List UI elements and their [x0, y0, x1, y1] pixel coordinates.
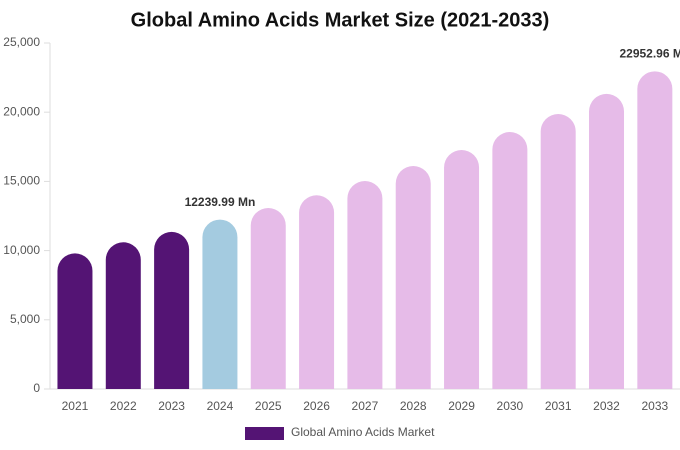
legend-label: Global Amino Acids Market — [291, 425, 435, 439]
chart-title: Global Amino Acids Market Size (2021-203… — [131, 9, 550, 31]
bar — [154, 231, 190, 389]
bar — [250, 207, 286, 389]
x-tick-label: 2027 — [352, 399, 379, 413]
y-tick-label: 5,000 — [10, 312, 40, 326]
x-tick-label: 2028 — [400, 399, 427, 413]
data-label: 12239.99 Mn — [185, 195, 256, 209]
bar — [395, 166, 431, 389]
bar — [202, 219, 238, 389]
y-tick-label: 10,000 — [3, 243, 40, 257]
x-tick-label: 2021 — [62, 399, 89, 413]
legend-swatch — [245, 427, 284, 440]
bar — [637, 71, 673, 390]
x-tick-label: 2032 — [593, 399, 620, 413]
y-tick-label: 25,000 — [3, 35, 40, 49]
bar — [492, 132, 528, 389]
x-tick-label: 2023 — [158, 399, 185, 413]
x-tick-label: 2031 — [545, 399, 572, 413]
y-tick-label: 15,000 — [3, 174, 40, 188]
bar — [57, 253, 93, 389]
bar — [540, 113, 576, 389]
bar — [589, 93, 625, 389]
bar — [444, 149, 480, 389]
x-tick-label: 2033 — [641, 399, 668, 413]
bar — [299, 195, 335, 389]
x-tick-label: 2022 — [110, 399, 137, 413]
x-tick-label: 2026 — [303, 399, 330, 413]
bar — [105, 242, 141, 389]
x-tick-label: 2024 — [207, 399, 234, 413]
y-tick-label: 20,000 — [3, 104, 40, 118]
x-tick-label: 2030 — [497, 399, 524, 413]
y-tick-label: 0 — [33, 381, 40, 395]
x-tick-label: 2025 — [255, 399, 282, 413]
bar — [347, 180, 383, 389]
data-label: 22952.96 Mn — [619, 47, 680, 61]
x-tick-label: 2029 — [448, 399, 475, 413]
